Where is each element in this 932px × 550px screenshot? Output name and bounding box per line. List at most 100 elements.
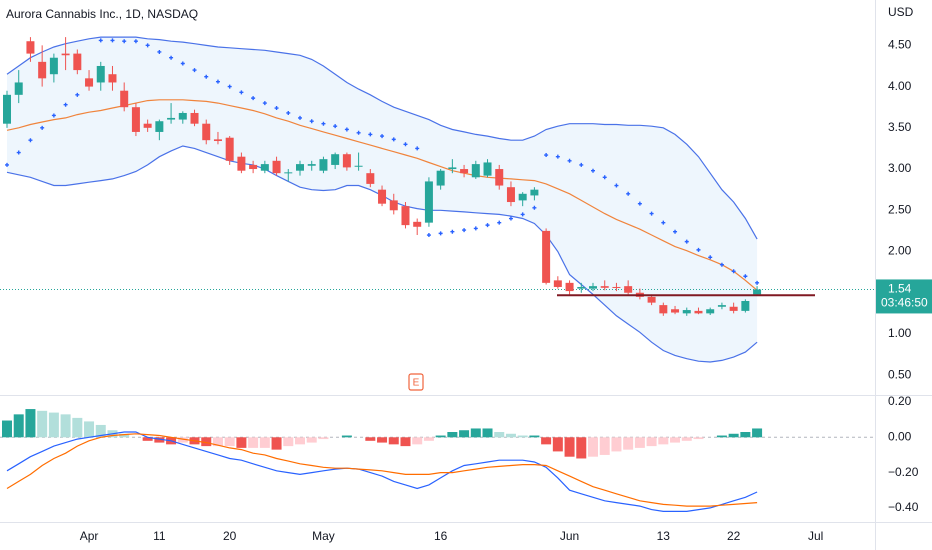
sar-dot bbox=[696, 247, 701, 252]
candle-body bbox=[659, 305, 668, 314]
candle-body bbox=[249, 164, 258, 170]
sar-dot bbox=[462, 228, 467, 233]
candle-body bbox=[85, 78, 94, 87]
candle-body bbox=[296, 164, 304, 171]
candle-body bbox=[49, 57, 58, 75]
histogram-bar bbox=[588, 437, 598, 457]
histogram-bar bbox=[400, 437, 411, 447]
sar-dot bbox=[485, 223, 490, 228]
sar-dot bbox=[262, 101, 267, 106]
histogram-bar bbox=[505, 433, 516, 438]
candle-body bbox=[448, 167, 457, 170]
histogram-bar bbox=[634, 437, 645, 448]
histogram-bar bbox=[623, 437, 634, 450]
candle-body bbox=[155, 121, 164, 132]
histogram-bar bbox=[259, 437, 270, 448]
histogram-bar bbox=[48, 412, 59, 438]
histogram-bar bbox=[341, 435, 352, 438]
histogram-bar bbox=[541, 437, 552, 445]
x-tick-label: Jun bbox=[560, 529, 579, 543]
event-label: E bbox=[413, 378, 420, 389]
sar-dot bbox=[133, 39, 138, 44]
histogram-bar bbox=[752, 428, 763, 438]
candle-body bbox=[213, 139, 222, 142]
candle-body bbox=[307, 164, 316, 166]
histogram-bar bbox=[95, 424, 106, 438]
y-tick-label: −0.40 bbox=[888, 500, 919, 514]
candle-body bbox=[202, 123, 211, 141]
sar-dot bbox=[110, 38, 115, 43]
x-tick-label: 16 bbox=[434, 529, 448, 543]
sar-dot bbox=[63, 102, 68, 107]
candle-body bbox=[319, 159, 328, 171]
histogram-bar bbox=[248, 437, 259, 448]
candle-body bbox=[190, 112, 199, 124]
x-tick-label: 22 bbox=[727, 529, 741, 543]
candle-body bbox=[272, 160, 281, 174]
candle-body bbox=[424, 181, 433, 223]
histogram-bar bbox=[201, 437, 212, 447]
histogram-bar bbox=[447, 432, 458, 438]
sar-dot bbox=[40, 125, 45, 130]
sar-dot bbox=[321, 121, 326, 126]
histogram-bar bbox=[517, 435, 528, 438]
sar-dot bbox=[731, 269, 736, 274]
sar-dot bbox=[157, 49, 162, 54]
histogram-bar bbox=[60, 414, 71, 438]
histogram-bar bbox=[576, 437, 587, 459]
sar-dot bbox=[591, 168, 595, 173]
candle-body bbox=[108, 74, 117, 83]
sar-dot bbox=[544, 153, 549, 158]
indicator-line bbox=[6, 433, 758, 507]
sar-dot bbox=[75, 92, 80, 97]
histogram-bar bbox=[295, 437, 305, 445]
sar-dot bbox=[169, 55, 174, 60]
candle-body bbox=[460, 169, 469, 174]
sar-dot bbox=[637, 201, 642, 206]
histogram-bar bbox=[154, 437, 165, 443]
sar-dot bbox=[661, 220, 666, 225]
candle-body bbox=[553, 280, 562, 287]
indicator-line bbox=[6, 36, 758, 240]
histogram-bar bbox=[377, 437, 388, 443]
price-label-box bbox=[876, 279, 932, 314]
histogram-bar bbox=[435, 435, 446, 438]
x-tick-label: Apr bbox=[80, 529, 99, 543]
event-marker bbox=[408, 373, 424, 391]
sar-dot bbox=[98, 38, 103, 43]
sar-dot bbox=[438, 231, 443, 236]
histogram-bar bbox=[646, 437, 657, 447]
histogram-bar bbox=[470, 428, 481, 438]
sar-dot bbox=[286, 110, 291, 115]
sar-dot bbox=[403, 142, 408, 147]
histogram-bar bbox=[412, 437, 423, 445]
candle-body bbox=[671, 309, 680, 313]
x-tick-label: Jul bbox=[808, 529, 823, 543]
histogram-bar bbox=[84, 421, 95, 438]
candle-body bbox=[342, 154, 351, 168]
candle-body bbox=[729, 306, 738, 311]
y-tick-label: 3.50 bbox=[888, 120, 912, 134]
histogram-bar bbox=[177, 437, 188, 443]
candle-body bbox=[284, 172, 293, 174]
sar-dot bbox=[555, 154, 560, 159]
candle-body bbox=[577, 286, 586, 289]
candle-body bbox=[518, 193, 527, 201]
sar-dot bbox=[532, 205, 537, 210]
countdown-label: 03:46:50 bbox=[881, 296, 928, 310]
sar-dot bbox=[192, 68, 197, 73]
sar-dot bbox=[356, 130, 361, 135]
candle-body bbox=[14, 82, 23, 95]
candle-body bbox=[401, 206, 410, 226]
sar-dot bbox=[215, 79, 220, 84]
candle-body bbox=[237, 156, 246, 171]
candle-body bbox=[753, 289, 762, 295]
candle-body bbox=[530, 189, 539, 196]
histogram-bar bbox=[72, 417, 83, 438]
candle-body bbox=[589, 286, 597, 289]
sar-dot bbox=[391, 137, 396, 142]
candle-body bbox=[495, 169, 504, 186]
sar-dot bbox=[673, 229, 678, 234]
sar-dot bbox=[368, 132, 373, 137]
histogram-bar bbox=[224, 437, 235, 447]
